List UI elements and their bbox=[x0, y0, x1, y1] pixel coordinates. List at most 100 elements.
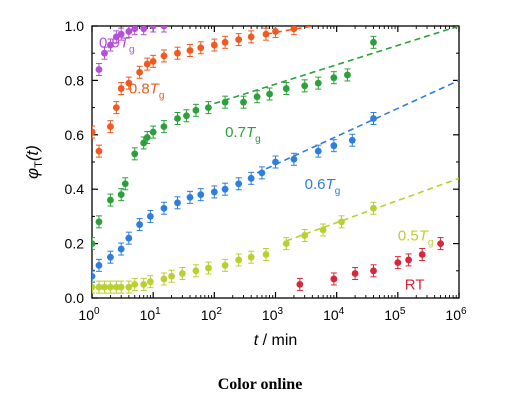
y-axis-label: φT(t) bbox=[23, 145, 45, 179]
data-point-0-7tg bbox=[253, 93, 261, 101]
data-point-0-5tg bbox=[319, 226, 327, 234]
fit-line-0-6tg bbox=[256, 79, 459, 174]
y-tick-label: 0.4 bbox=[65, 181, 85, 197]
data-point-0-9tg bbox=[117, 30, 125, 38]
data-point-0-7tg bbox=[330, 74, 338, 82]
data-point-0-8tg bbox=[125, 79, 133, 87]
data-point-0-9tg bbox=[101, 49, 108, 57]
data-point-rt bbox=[296, 281, 304, 288]
data-point-0-7tg bbox=[160, 123, 168, 131]
data-point-0-5tg bbox=[221, 261, 229, 269]
data-point-0-9tg bbox=[95, 66, 103, 73]
data-point-0-7tg bbox=[174, 115, 181, 122]
data-point-0-6tg bbox=[272, 158, 279, 166]
data-point-0-9tg bbox=[149, 26, 157, 30]
data-point-0-5tg bbox=[146, 278, 154, 286]
data-point-0-7tg bbox=[143, 134, 151, 141]
y-tick-label: 0.8 bbox=[65, 72, 85, 88]
data-point-rt bbox=[394, 259, 402, 267]
x-tick-label: 101 bbox=[140, 306, 162, 323]
data-point-0-6tg bbox=[107, 253, 114, 261]
data-point-0-7tg bbox=[192, 106, 200, 114]
series-label-0-7tg: 0.7Tg bbox=[225, 124, 261, 145]
data-point-0-7tg bbox=[107, 196, 114, 204]
data-point-0-9tg bbox=[140, 26, 148, 33]
data-point-rt bbox=[351, 270, 359, 277]
series-label-rt: RT bbox=[405, 276, 425, 293]
data-point-0-8tg bbox=[235, 36, 243, 43]
x-tick-label: 104 bbox=[323, 306, 345, 323]
y-tick-label: 0.0 bbox=[65, 290, 85, 306]
data-point-0-7tg bbox=[140, 139, 148, 147]
x-tick-label: 102 bbox=[201, 306, 223, 323]
data-point-0-6tg bbox=[125, 234, 133, 242]
data-point-0-8tg bbox=[160, 52, 168, 60]
data-point-0-9tg bbox=[107, 41, 114, 49]
data-point-0-8tg bbox=[197, 44, 205, 52]
data-point-0-6tg bbox=[290, 155, 298, 163]
data-point-0-6tg bbox=[197, 191, 205, 199]
data-point-0-6tg bbox=[95, 261, 103, 269]
data-point-0-6tg bbox=[210, 188, 218, 196]
data-point-0-6tg bbox=[258, 169, 266, 177]
data-point-0-6tg bbox=[348, 136, 356, 144]
data-point-0-8tg bbox=[290, 26, 298, 33]
data-point-0-7tg bbox=[121, 180, 129, 188]
x-tick-label: 105 bbox=[384, 306, 406, 323]
data-point-0-6tg bbox=[221, 185, 229, 193]
data-point-0-6tg bbox=[330, 142, 338, 150]
data-point-0-5tg bbox=[247, 253, 255, 261]
y-tick-label: 1.0 bbox=[65, 18, 85, 34]
data-point-0-5tg bbox=[205, 264, 212, 272]
data-point-0-5tg bbox=[282, 240, 290, 248]
data-point-0-8tg bbox=[221, 38, 229, 46]
data-point-0-7tg bbox=[92, 240, 96, 247]
data-point-0-6tg bbox=[174, 199, 181, 207]
data-point-0-8tg bbox=[186, 47, 194, 54]
data-point-0-7tg bbox=[282, 85, 290, 92]
data-point-0-8tg bbox=[149, 57, 157, 65]
data-point-rt bbox=[370, 267, 377, 275]
data-point-0-5tg bbox=[101, 283, 108, 291]
data-point-0-8tg bbox=[92, 128, 96, 136]
data-point-0-7tg bbox=[301, 82, 309, 90]
data-point-0-8tg bbox=[247, 33, 255, 41]
series-label-0-5tg: 0.5Tg bbox=[398, 227, 434, 248]
figure-caption: Color online bbox=[217, 376, 303, 393]
data-point-0-7tg bbox=[95, 218, 103, 226]
data-point-0-5tg bbox=[301, 232, 309, 239]
data-point-0-6tg bbox=[92, 272, 96, 280]
scatter-plot: 0.0 0.2 0.4 0.6 0.8 1.0 100 101 102 103 104 105 106 t… bbox=[23, 18, 467, 349]
series-label-0-8tg: 0.8Tg bbox=[129, 81, 165, 102]
data-point-0-7tg bbox=[221, 98, 229, 106]
data-point-0-5tg bbox=[262, 251, 270, 258]
y-tick-label: 0.2 bbox=[65, 236, 85, 252]
data-point-0-7tg bbox=[205, 104, 212, 111]
data-point-0-8tg bbox=[143, 60, 151, 68]
data-point-0-7tg bbox=[344, 71, 351, 79]
data-point-0-5tg bbox=[235, 256, 243, 264]
data-point-0-5tg bbox=[92, 283, 96, 291]
y-tick-label: 0.6 bbox=[65, 127, 85, 143]
data-point-0-5tg bbox=[178, 270, 186, 277]
data-point-0-8tg bbox=[136, 68, 143, 76]
data-point-0-7tg bbox=[266, 90, 273, 98]
data-point-0-8tg bbox=[112, 104, 120, 111]
data-point-0-7tg bbox=[131, 150, 139, 158]
data-point-0-6tg bbox=[160, 204, 168, 212]
data-point-0-5tg bbox=[338, 218, 345, 226]
data-point-0-5tg bbox=[140, 281, 148, 288]
data-point-0-5tg bbox=[95, 283, 103, 291]
data-point-0-8tg bbox=[210, 41, 218, 49]
x-axis-label: t / min bbox=[254, 332, 298, 349]
data-point-0-8tg bbox=[95, 147, 103, 155]
data-point-0-9tg bbox=[125, 28, 133, 35]
data-point-0-5tg bbox=[131, 281, 139, 288]
data-point-0-5tg bbox=[192, 267, 200, 275]
series-label-0-9tg: 0.9Tg bbox=[99, 34, 135, 55]
data-point-0-5tg bbox=[125, 283, 133, 291]
data-point-0-7tg bbox=[240, 98, 247, 106]
data-point-rt bbox=[437, 240, 444, 248]
x-tick-label: 100 bbox=[78, 306, 100, 323]
data-point-0-7tg bbox=[183, 112, 190, 120]
